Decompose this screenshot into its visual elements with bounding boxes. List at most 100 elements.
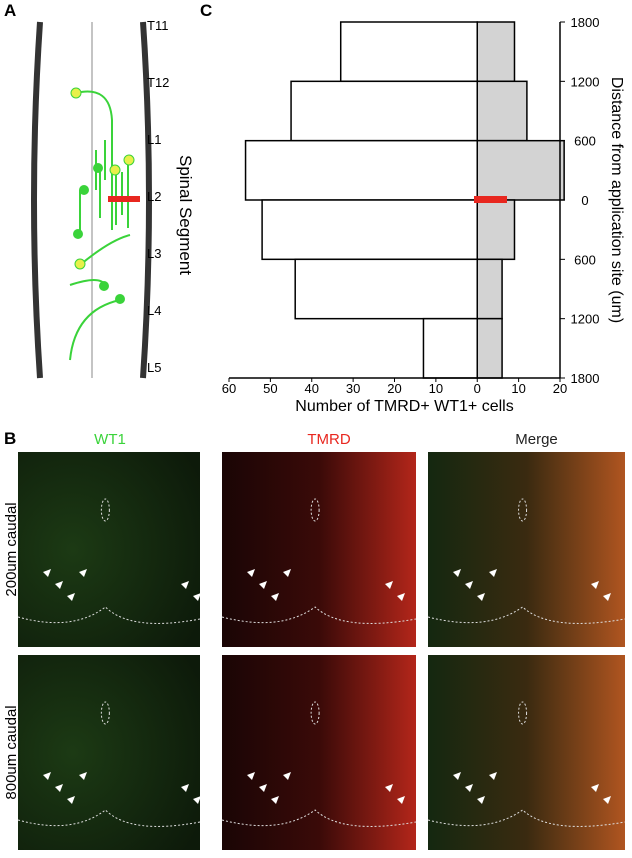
micrograph: [18, 452, 200, 647]
chart: 60 50 40 30 20 10 0 10 20 1800 1200 600 0 600 1200 1800…: [222, 15, 625, 415]
x-tick-label: 30: [346, 381, 360, 396]
arrowhead: [247, 569, 255, 577]
column-title: WT1: [94, 431, 126, 448]
arrowhead: [591, 581, 599, 589]
arrowhead: [181, 581, 189, 589]
arrowhead: [283, 772, 291, 780]
arrowhead: [43, 569, 51, 577]
bar: [339, 21, 478, 83]
micrograph: [428, 452, 625, 647]
arrowhead: [283, 569, 291, 577]
bar: [422, 317, 478, 379]
segment-label: T11: [147, 18, 168, 33]
canal: [518, 701, 528, 725]
arrowhead: [79, 772, 87, 780]
bar: [476, 317, 503, 379]
schematic: [31, 21, 152, 379]
arrowhead: [271, 593, 279, 601]
arrowhead: [397, 796, 405, 804]
arrowhead: [259, 784, 267, 792]
arrowhead: [465, 581, 473, 589]
arrowhead: [181, 784, 189, 792]
arrowhead: [67, 796, 75, 804]
arrowhead: [67, 593, 75, 601]
x-tick-label: 60: [222, 381, 236, 396]
segment-axis-label: Spinal Segment: [176, 155, 195, 275]
arrowhead: [193, 593, 201, 601]
outline: [221, 606, 417, 624]
bar: [290, 80, 478, 142]
bar: [476, 80, 528, 142]
bar: [244, 139, 478, 201]
arrowhead: [477, 593, 485, 601]
segment-label: L5: [147, 360, 161, 375]
arrowhead: [55, 784, 63, 792]
y-tick-label: 600: [574, 252, 596, 267]
x-tick-label: 40: [305, 381, 319, 396]
x-axis-label: Number of TMRD+ WT1+ cells: [295, 398, 513, 415]
segment-label: L2: [147, 189, 161, 204]
outline: [221, 809, 417, 827]
arrowhead: [603, 593, 611, 601]
arrowhead: [465, 784, 473, 792]
outline: [427, 809, 626, 827]
micrograph: [18, 655, 200, 850]
canal: [100, 701, 110, 725]
y-tick-label: 1200: [571, 312, 600, 327]
segment-label: L1: [147, 132, 161, 147]
row-label: 800um caudal: [3, 705, 20, 799]
bar: [261, 199, 478, 261]
arrowhead: [385, 784, 393, 792]
micrograph: [428, 655, 625, 850]
panel-label: A: [4, 1, 16, 20]
arrowhead: [259, 581, 267, 589]
bar: [294, 258, 479, 320]
arrowhead: [43, 772, 51, 780]
x-tick-label: 20: [553, 381, 567, 396]
arrowhead: [477, 796, 485, 804]
y-tick-label: 1200: [571, 74, 600, 89]
micrograph: [222, 452, 416, 647]
arrowhead: [397, 593, 405, 601]
canal: [310, 701, 320, 725]
panel-label: C: [200, 1, 212, 20]
outline: [17, 606, 201, 624]
canal: [100, 498, 110, 522]
arrowhead: [79, 569, 87, 577]
arrowhead: [193, 796, 201, 804]
x-tick-label: 10: [511, 381, 525, 396]
y-tick-label: 1800: [571, 371, 600, 386]
canal: [518, 498, 528, 522]
bar: [476, 139, 565, 201]
y-tick-label: 0: [581, 193, 588, 208]
panel-label: B: [4, 429, 16, 448]
outline: [17, 809, 201, 827]
arrowhead: [271, 796, 279, 804]
x-tick-label: 20: [387, 381, 401, 396]
canal: [310, 498, 320, 522]
arrowhead: [55, 581, 63, 589]
x-tick-label: 0: [474, 381, 481, 396]
column-title: TMRD: [307, 431, 350, 448]
x-tick-label: 10: [429, 381, 443, 396]
segment-label: L4: [147, 303, 161, 318]
y-axis-label: Distance from application site (um): [608, 77, 625, 323]
segment-label: T12: [147, 75, 169, 90]
arrowhead: [385, 581, 393, 589]
column-title: Merge: [515, 431, 558, 448]
arrowhead: [591, 784, 599, 792]
arrowhead: [489, 569, 497, 577]
arrowhead: [247, 772, 255, 780]
outline: [427, 606, 626, 624]
arrowhead: [453, 569, 461, 577]
y-tick-label: 600: [574, 134, 596, 149]
x-tick-label: 50: [263, 381, 277, 396]
y-tick-label: 1800: [571, 15, 600, 30]
bar: [476, 199, 516, 261]
arrowhead: [453, 772, 461, 780]
application-site: [474, 196, 507, 203]
bar: [476, 21, 516, 83]
arrowhead: [489, 772, 497, 780]
segment-label: L3: [147, 246, 161, 261]
